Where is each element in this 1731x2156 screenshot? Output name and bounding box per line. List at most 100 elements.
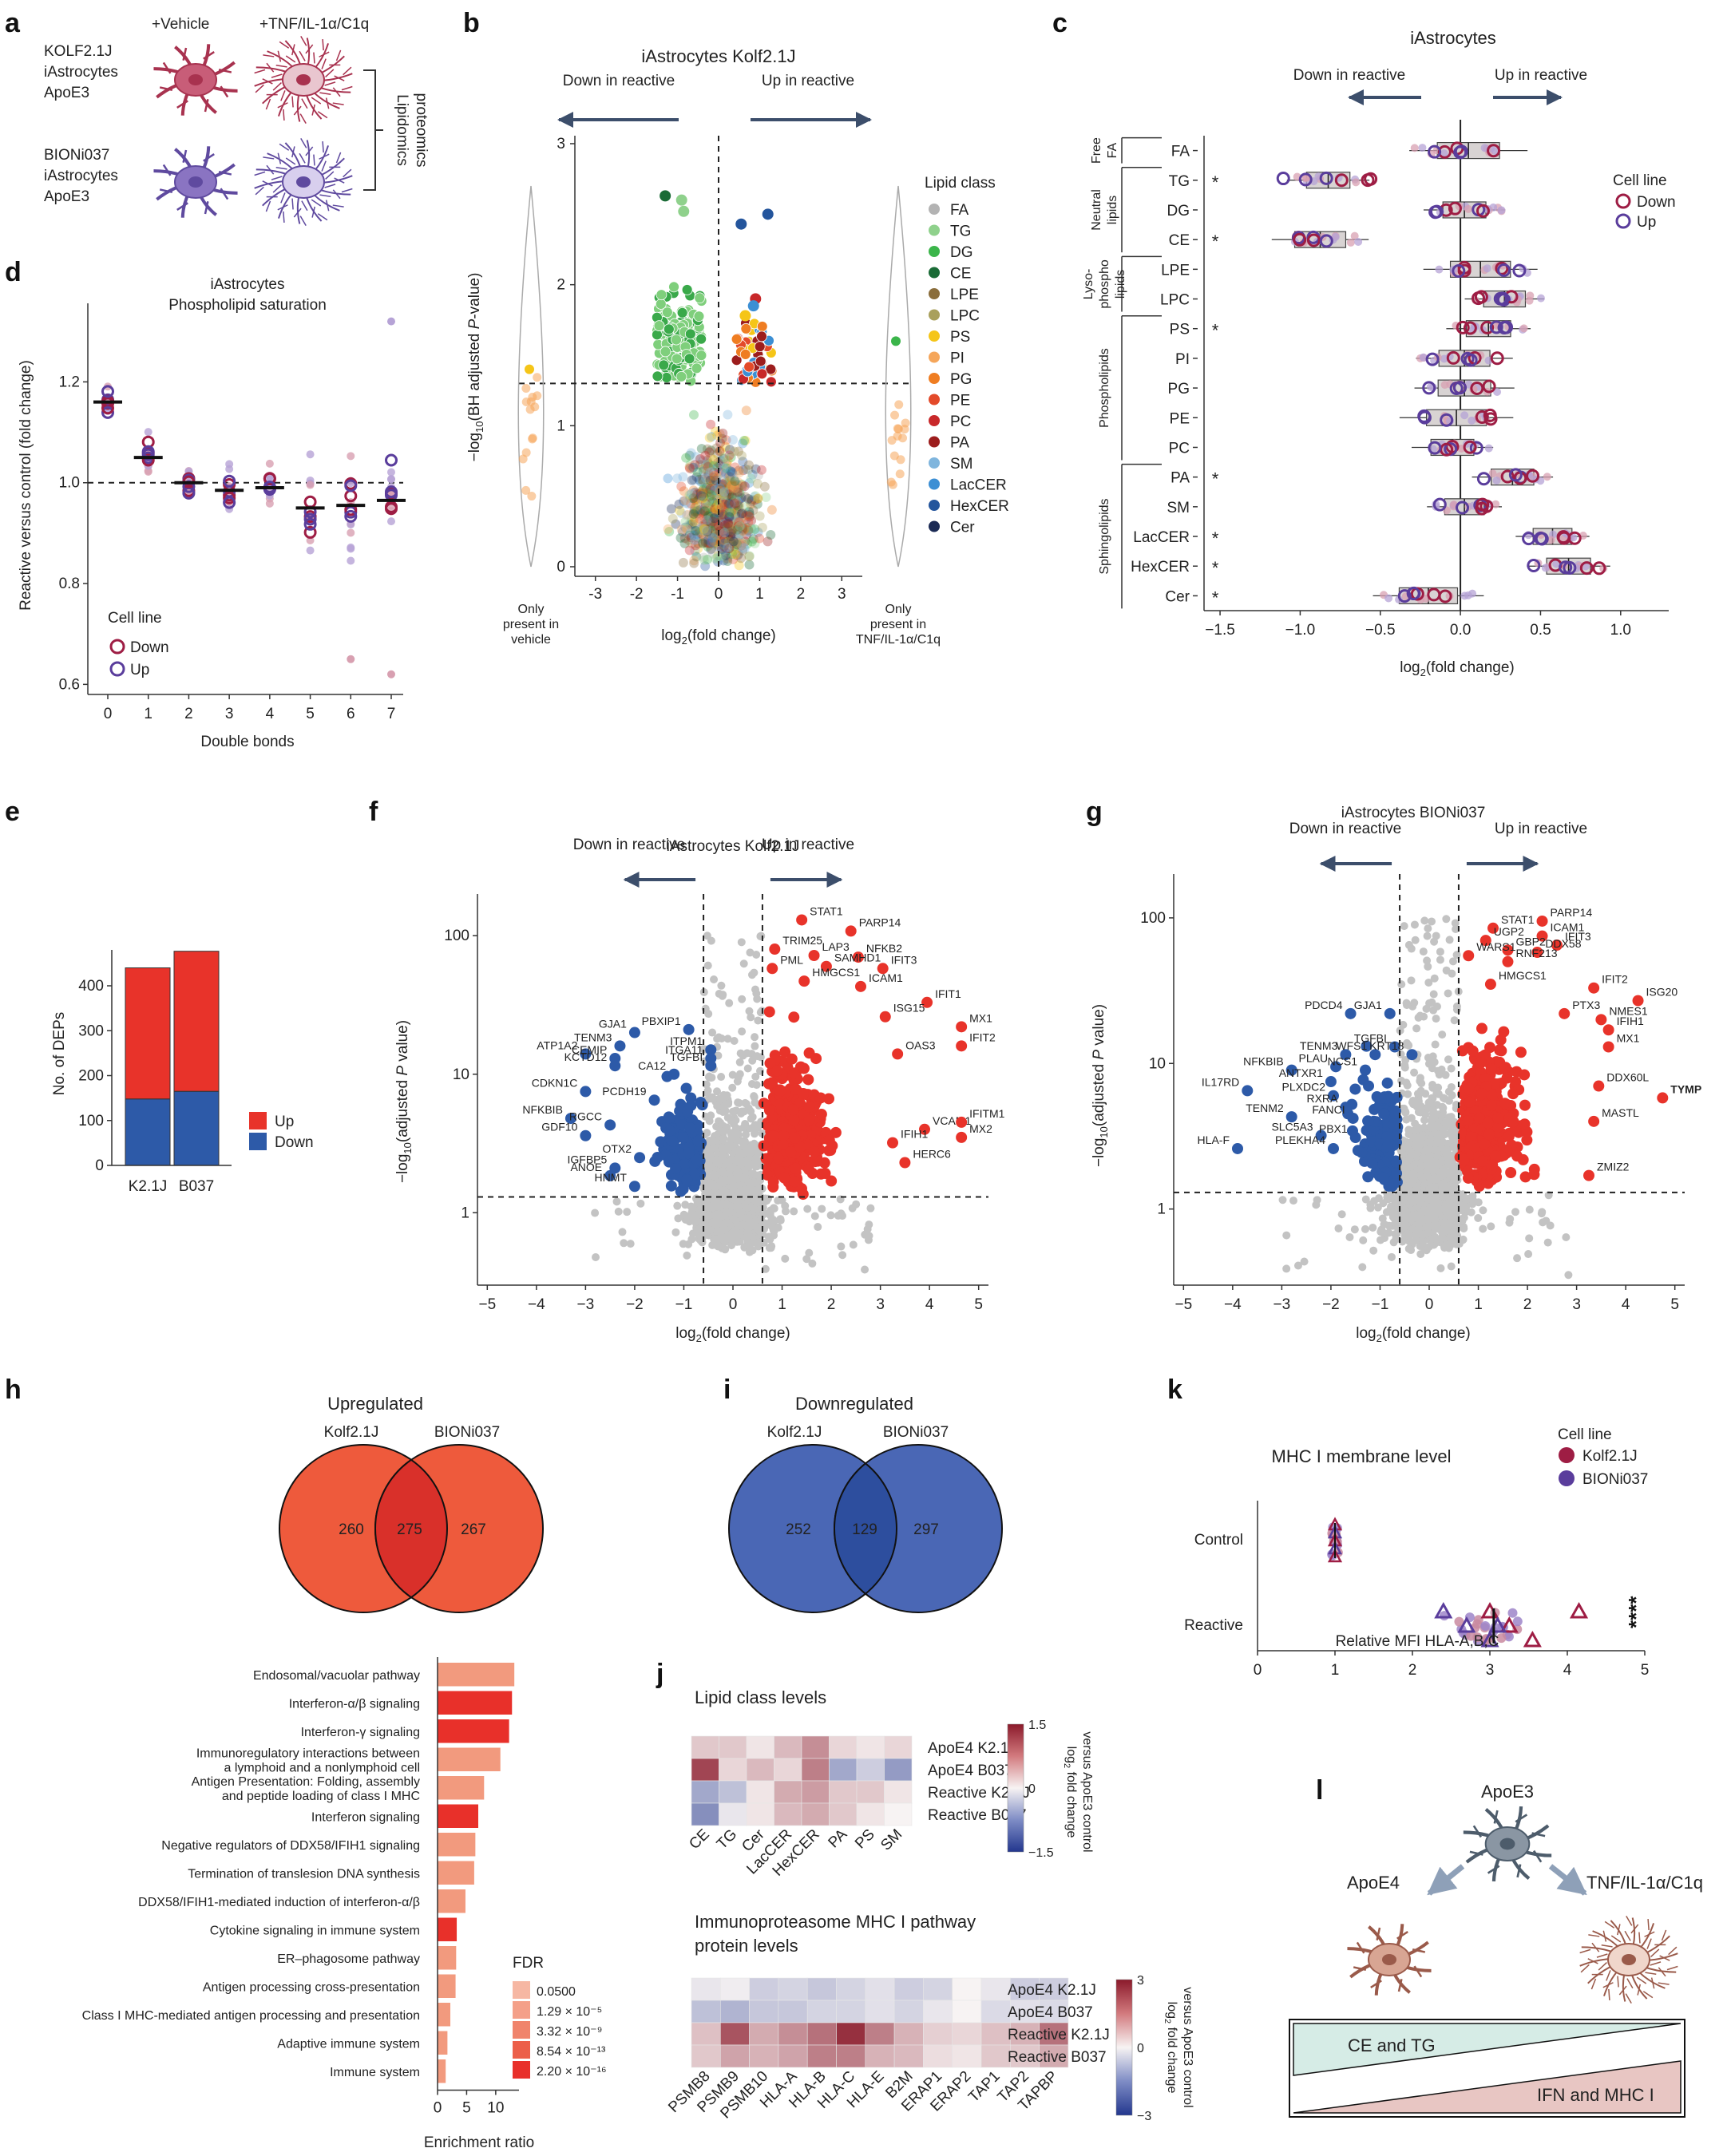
protein-point bbox=[671, 1228, 680, 1236]
x-tick-label: -2 bbox=[630, 586, 644, 603]
protein-point-up bbox=[803, 1164, 815, 1176]
lipid-point bbox=[726, 486, 736, 496]
protein-point bbox=[684, 1240, 693, 1248]
lipid-point bbox=[724, 508, 735, 518]
lipid-point bbox=[717, 551, 727, 561]
point-kolf bbox=[1476, 204, 1490, 218]
lipid-point bbox=[729, 499, 739, 509]
point-bioni bbox=[101, 385, 114, 398]
point bbox=[347, 556, 355, 565]
astro-branch bbox=[319, 92, 331, 95]
lipid-point bbox=[719, 531, 730, 541]
lipid-point bbox=[731, 493, 741, 503]
lipid-point bbox=[727, 520, 737, 530]
lipid-point bbox=[719, 496, 730, 506]
lipid-point bbox=[709, 493, 719, 504]
lipid-point bbox=[712, 478, 723, 489]
lipid-point bbox=[707, 548, 718, 559]
lipid-point bbox=[730, 462, 740, 473]
lipid-point bbox=[752, 499, 763, 509]
lipid-point-sig bbox=[740, 322, 752, 334]
lipid-point bbox=[702, 515, 712, 525]
protein-point bbox=[705, 1072, 714, 1081]
protein-point-up bbox=[789, 1176, 801, 1188]
gene-label: PCDH19 bbox=[602, 1085, 646, 1098]
astro-branch bbox=[262, 180, 273, 187]
protein-point-down bbox=[670, 1162, 682, 1174]
point-kolf bbox=[385, 502, 398, 516]
lipid-point bbox=[715, 512, 725, 523]
panel-c: c iAstrocytes Down in reactive Up in rea… bbox=[1052, 8, 1676, 678]
lipid-point bbox=[695, 488, 706, 498]
lipid-point bbox=[756, 465, 766, 475]
lipid-point bbox=[719, 541, 729, 552]
lipid-point bbox=[718, 504, 728, 514]
protein-point bbox=[717, 1073, 726, 1082]
violin-point bbox=[521, 398, 531, 407]
point-kolf bbox=[1293, 232, 1307, 247]
lipid-point bbox=[702, 488, 712, 498]
lipid-point bbox=[719, 533, 730, 544]
lipid-point bbox=[727, 539, 738, 549]
lipid-point bbox=[737, 450, 747, 461]
point bbox=[1419, 353, 1428, 362]
lipid-point bbox=[698, 538, 708, 548]
lipid-point bbox=[747, 516, 757, 526]
lipid-point bbox=[676, 524, 687, 535]
lipid-point bbox=[703, 469, 714, 480]
lipid-point bbox=[719, 541, 730, 552]
protein-point-down bbox=[681, 1174, 693, 1186]
lipid-point bbox=[696, 525, 707, 536]
category-label: LPE bbox=[1161, 262, 1190, 279]
lipid-point bbox=[734, 502, 744, 512]
lipid-point bbox=[693, 505, 703, 516]
lipid-point bbox=[672, 473, 683, 484]
legend-label-PG: PG bbox=[950, 371, 972, 388]
lipid-point bbox=[722, 522, 732, 532]
lipid-point bbox=[696, 444, 707, 454]
lipid-point bbox=[697, 496, 707, 506]
protein-point bbox=[790, 1207, 798, 1216]
point bbox=[347, 655, 355, 663]
x-tick-label: 1 bbox=[778, 1296, 786, 1313]
lipid-point-sig bbox=[765, 363, 777, 375]
protein-point-down bbox=[692, 1135, 704, 1147]
lipid-point bbox=[744, 560, 755, 570]
lipid-point bbox=[740, 512, 751, 522]
lipid-point bbox=[731, 514, 741, 524]
lipid-point-top bbox=[678, 205, 690, 217]
lipid-point bbox=[735, 521, 745, 532]
lipid-point bbox=[727, 538, 737, 548]
protein-point bbox=[1444, 1168, 1453, 1177]
astro-branch bbox=[255, 84, 264, 93]
lipid-point-top bbox=[660, 190, 671, 202]
legend-marker-Cer bbox=[929, 520, 940, 532]
lipid-point bbox=[753, 493, 763, 504]
point-bioni bbox=[1534, 531, 1548, 545]
protein-point bbox=[707, 1138, 715, 1147]
lipid-point bbox=[679, 533, 690, 544]
lipid-point bbox=[691, 487, 702, 497]
protein-point bbox=[724, 1099, 733, 1108]
legend-marker-SM bbox=[929, 457, 940, 469]
lipid-point bbox=[703, 541, 713, 552]
only-treat-3: TNF/IL-1α/C1q bbox=[856, 633, 941, 647]
protein-point bbox=[803, 1205, 812, 1213]
point bbox=[347, 452, 355, 461]
x-tick-label: −1.0 bbox=[1285, 622, 1316, 639]
y-tick-label: 1 bbox=[557, 417, 565, 434]
x-tick-label: 3 bbox=[876, 1296, 885, 1313]
lipid-point bbox=[691, 495, 701, 505]
astro-branch bbox=[332, 189, 341, 200]
lipid-point bbox=[730, 541, 740, 552]
legend-kolf-marker-d bbox=[109, 639, 125, 655]
violin-point bbox=[901, 418, 910, 428]
lipid-point bbox=[743, 517, 754, 528]
lipid-point bbox=[729, 480, 739, 490]
legend-label-DG: DG bbox=[950, 244, 973, 261]
lipid-point bbox=[715, 488, 725, 498]
lipid-point bbox=[700, 561, 711, 572]
lipid-point bbox=[733, 446, 743, 457]
lipid-point bbox=[721, 504, 731, 515]
